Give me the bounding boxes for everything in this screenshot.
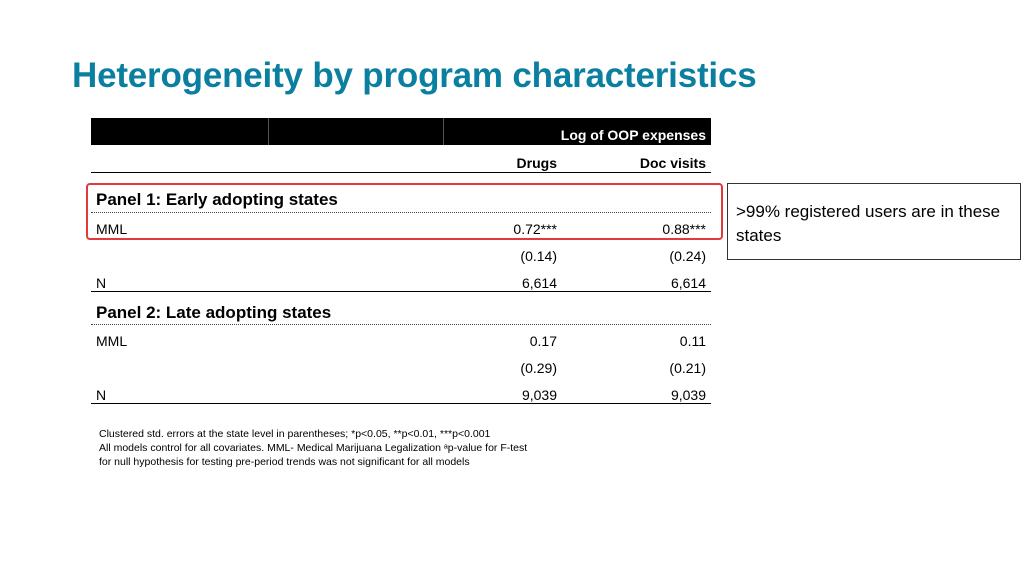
header-group-label: Log of OOP expenses <box>560 127 706 143</box>
highlight-box <box>86 183 723 240</box>
header-rule <box>91 172 711 173</box>
footnote-line: for null hypothesis for testing pre-peri… <box>99 456 470 468</box>
cell-n: 9,039 <box>670 387 706 403</box>
page-title: Heterogeneity by program characteristics <box>72 56 757 95</box>
row-label-mml: MML <box>96 333 128 349</box>
footnotes: Clustered std. errors at the state level… <box>99 427 527 469</box>
table-header-bar: Log of OOP expenses <box>91 118 711 145</box>
cell-se: (0.29) <box>520 360 557 376</box>
row-label-n: N <box>96 387 107 403</box>
panel-2-label: Panel 2: Late adopting states <box>96 303 332 322</box>
cell-n: 6,614 <box>670 275 706 291</box>
cell-se: (0.14) <box>520 248 557 264</box>
column-header-drugs: Drugs <box>516 155 557 171</box>
cell-value: 0.88*** <box>662 221 706 237</box>
table-bottom-rule <box>91 403 711 404</box>
footnote-line: All models control for all covariates. M… <box>99 442 528 454</box>
header-divider <box>443 118 444 145</box>
cell-n: 6,614 <box>521 275 557 291</box>
callout-text: >99% registered users are in these state… <box>736 202 1001 245</box>
cell-se: (0.21) <box>669 360 706 376</box>
column-header-doc-visits: Doc visits <box>639 155 706 171</box>
footnote-line: Clustered std. errors at the state level… <box>99 428 491 440</box>
panel-1-label: Panel 1: Early adopting states <box>96 190 338 209</box>
cell-value: 0.72*** <box>513 221 557 237</box>
cell-value: 0.11 <box>679 333 706 349</box>
row-label-mml: MML <box>96 221 128 237</box>
panel-bottom-rule <box>91 291 711 292</box>
panel-rule <box>91 324 711 325</box>
header-divider <box>268 118 269 145</box>
cell-value: 0.17 <box>529 333 557 349</box>
panel-rule <box>91 212 711 213</box>
cell-n: 9,039 <box>521 387 557 403</box>
cell-se: (0.24) <box>669 248 706 264</box>
row-label-n: N <box>96 275 107 291</box>
callout-box: >99% registered users are in these state… <box>727 183 1021 260</box>
